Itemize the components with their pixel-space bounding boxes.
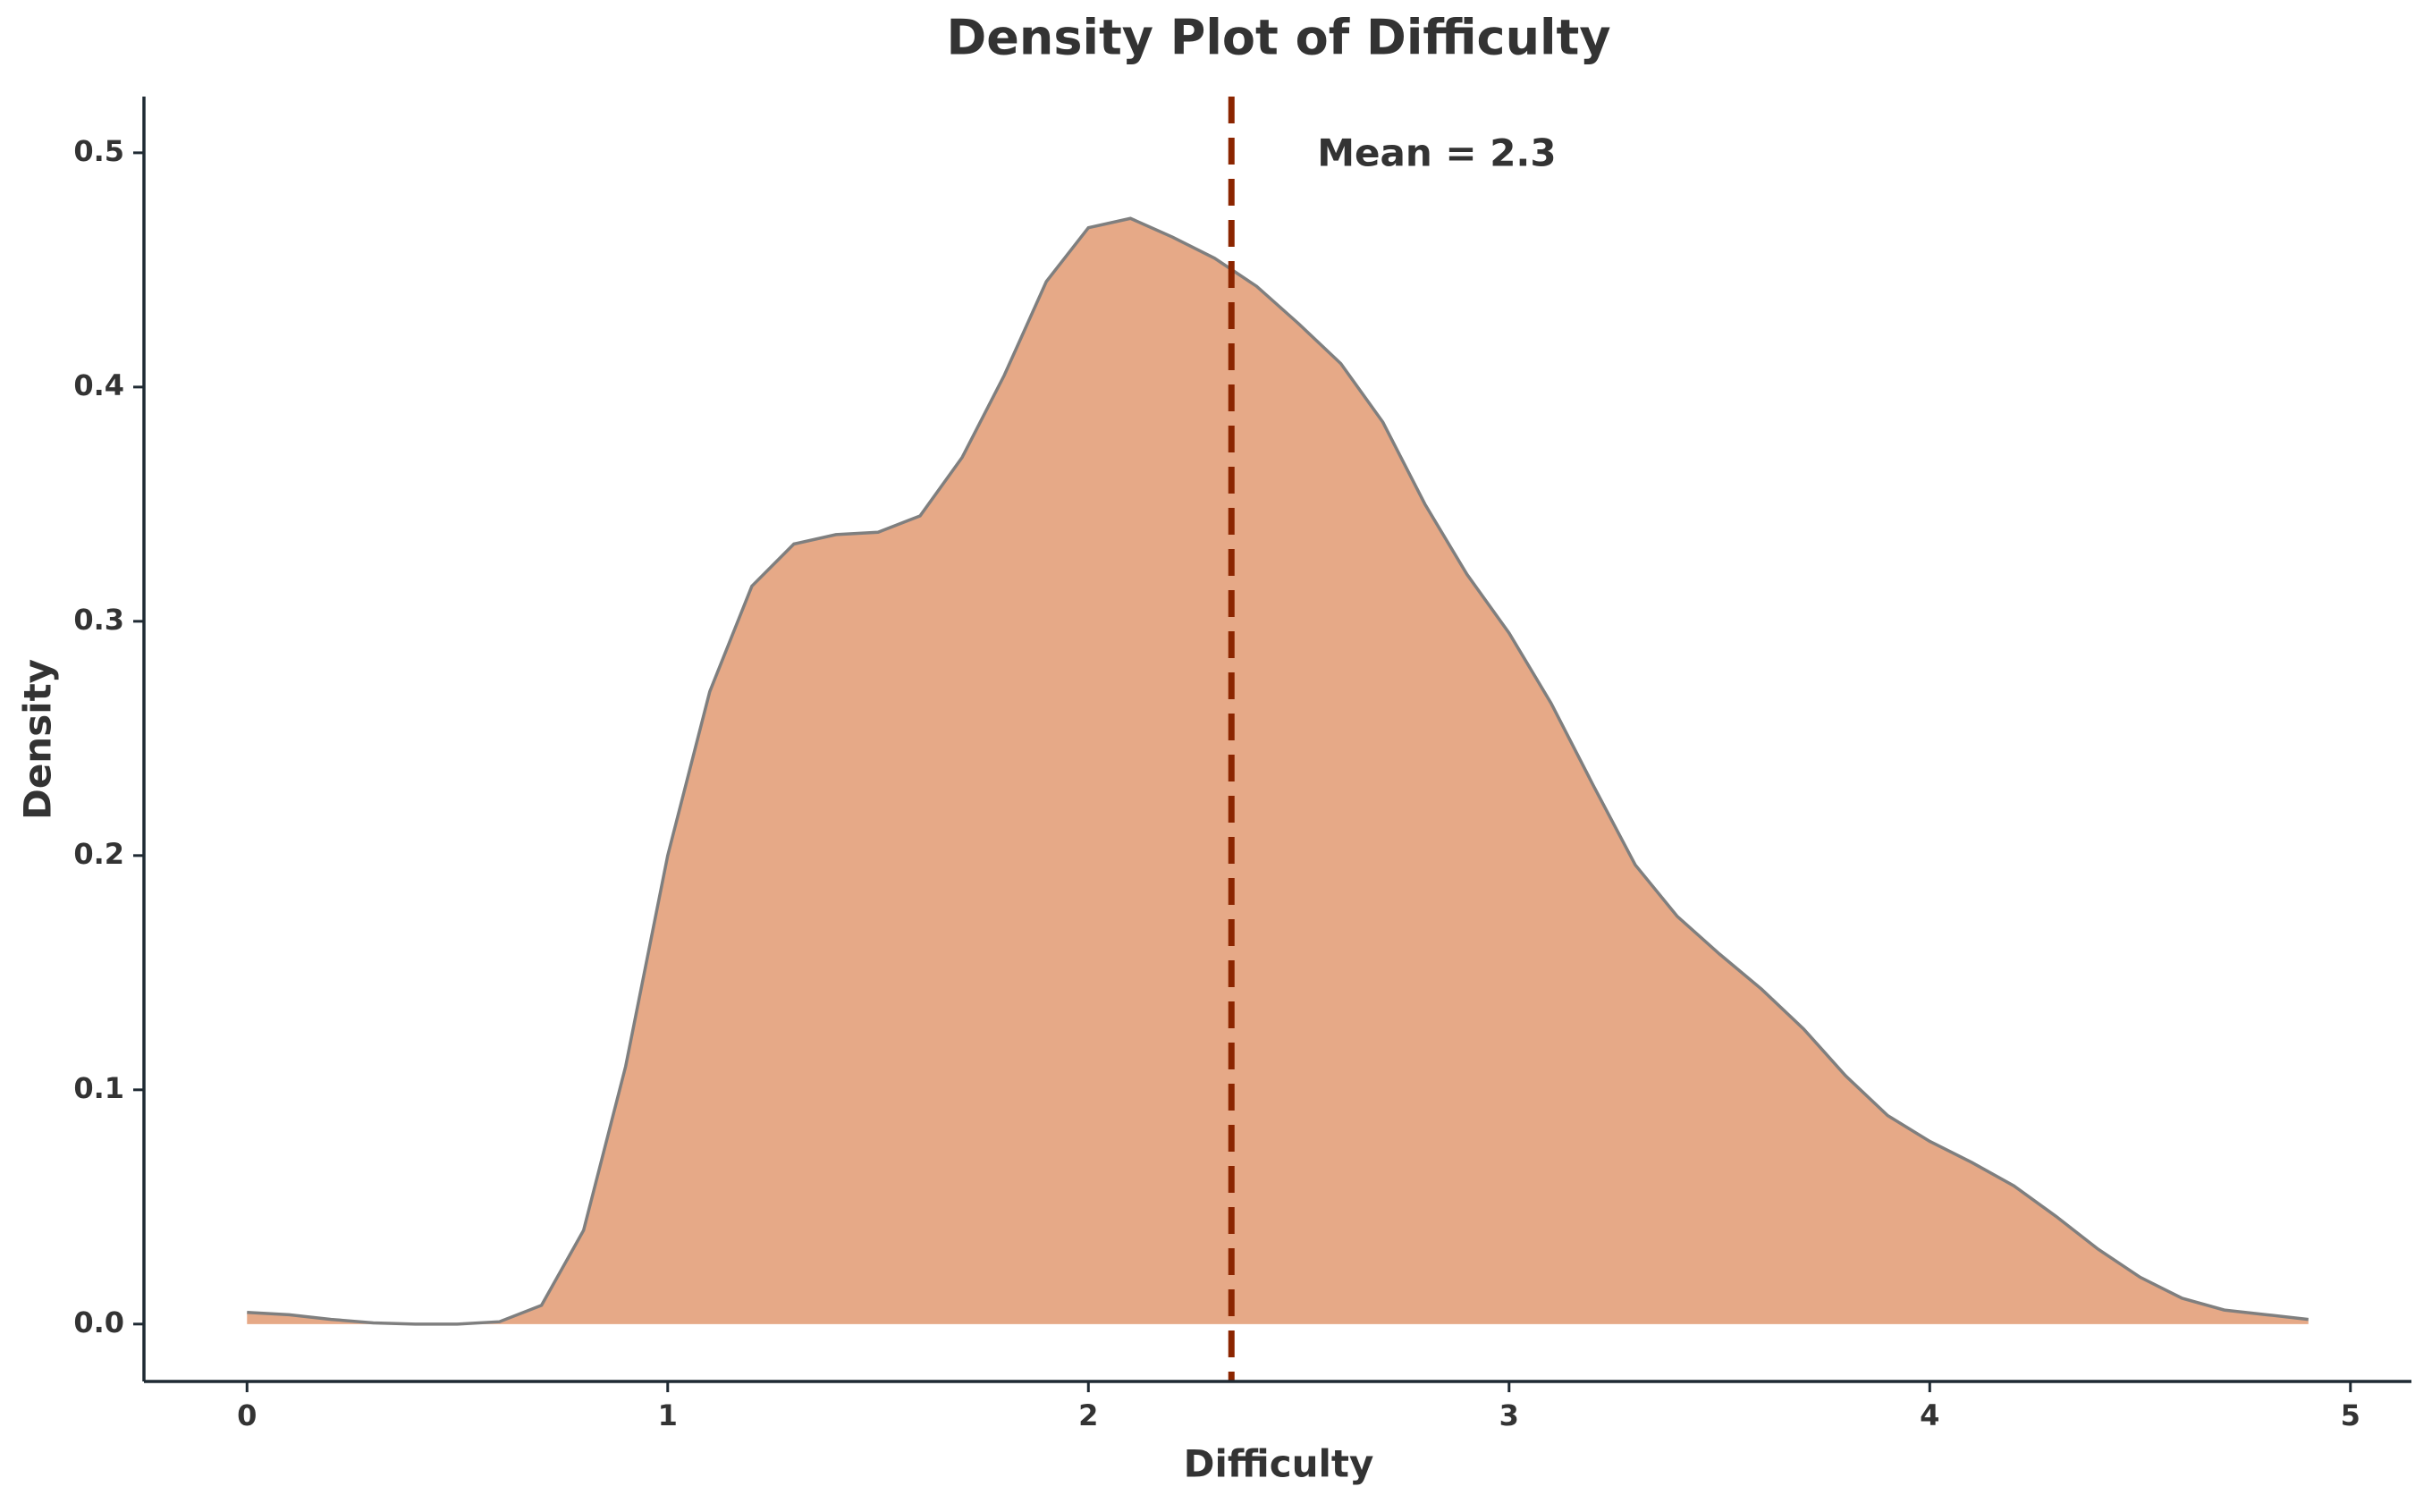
x-tick-label: 3 <box>1499 1398 1519 1432</box>
x-tick-label: 2 <box>1078 1398 1098 1432</box>
density-line <box>247 216 2309 1326</box>
x-tick-label: 0 <box>237 1398 257 1432</box>
x-tick-label: 5 <box>2341 1398 2360 1432</box>
x-tick-label: 1 <box>658 1398 678 1432</box>
x-axis-label: Difficulty <box>1184 1442 1374 1486</box>
x-tick-label: 4 <box>1920 1398 1939 1432</box>
y-tick-label: 0.0 <box>73 1305 124 1339</box>
y-tick-label: 0.4 <box>73 368 124 402</box>
mean-label: Mean = 2.3 <box>1317 131 1556 175</box>
y-axis-label: Density <box>16 659 60 820</box>
y-tick-label: 0.2 <box>73 837 124 871</box>
density-area <box>247 218 2309 1324</box>
y-tick-label: 0.1 <box>73 1071 124 1105</box>
y-tick-label: 0.5 <box>73 134 124 168</box>
y-tick-label: 0.3 <box>73 603 124 637</box>
chart-title: Density Plot of Difficulty <box>946 10 1610 66</box>
